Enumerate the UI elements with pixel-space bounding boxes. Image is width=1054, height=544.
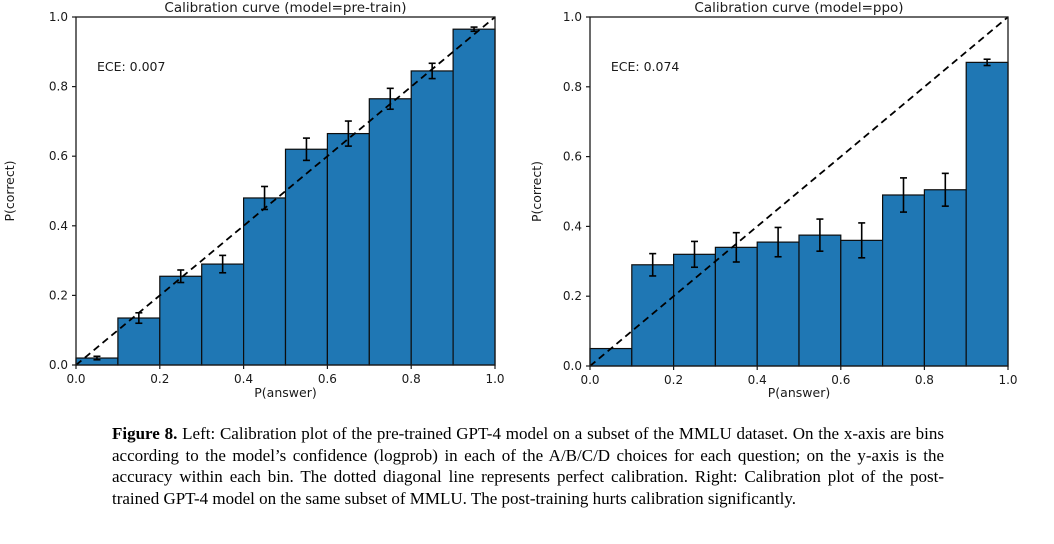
figure-caption-label: Figure 8.	[112, 424, 178, 443]
x-tick-label: 0.6	[831, 373, 850, 387]
x-tick-label: 0.8	[402, 372, 421, 386]
perfect-calibration-line	[589, 16, 1009, 367]
x-tick-label: 0.4	[234, 372, 253, 386]
calibration-bar	[965, 61, 1009, 367]
y-tick-label: 0.6	[49, 149, 68, 163]
figure-caption-text: Left: Calibration plot of the pre-traine…	[112, 424, 944, 508]
chart-title: Calibration curve (model=pre-train)	[164, 0, 406, 16]
calibration-bar	[410, 70, 454, 366]
calibration-chart-pretrain-svg: 0.0 0.2 0.4 0.6 0.8 1.0 0.0 0.2 0.4 0.6 0.8 1.0 Cali…	[2, 0, 505, 400]
x-tick-label: 0.0	[580, 373, 599, 387]
calibration-chart-ppo-svg: 0.0 0.2 0.4 0.6 0.8 1.0 0.0 0.2 0.4 0.6 0.8 1.0 Cali…	[529, 0, 1018, 400]
x-axis-label: P(answer)	[254, 385, 316, 400]
y-tick-label: 0.0	[563, 359, 582, 373]
y-tick-label: 1.0	[49, 10, 68, 24]
y-axis-label: P(correct)	[529, 161, 544, 222]
x-tick-label: 0.8	[915, 373, 934, 387]
y-tick-label: 0.0	[49, 358, 68, 372]
x-axis-label: P(answer)	[768, 385, 830, 400]
calibration-bar	[243, 197, 287, 366]
y-tick-label: 0.8	[49, 80, 68, 94]
calibration-bar	[714, 246, 758, 367]
charts-row: 0.0 0.2 0.4 0.6 0.8 1.0 0.0 0.2 0.4 0.6 0.8 1.0 Cali…	[0, 0, 1054, 410]
plot-box	[589, 16, 1009, 367]
chart-title: Calibration curve (model=ppo)	[694, 0, 903, 16]
calibration-bar	[589, 347, 633, 367]
x-tick-label: 0.6	[318, 372, 337, 386]
perfect-calibration-line	[75, 16, 496, 366]
y-tick-label: 0.4	[563, 219, 582, 233]
y-tick-label: 0.2	[563, 289, 582, 303]
calibration-bar	[201, 263, 245, 366]
ece-annotation: ECE: 0.074	[611, 59, 680, 74]
calibration-bar	[326, 132, 370, 366]
calibration-bar	[284, 148, 329, 366]
calibration-bar	[882, 194, 926, 367]
x-tick-label: 1.0	[485, 372, 504, 386]
x-tick-label: 0.2	[664, 373, 683, 387]
calibration-bar	[840, 239, 884, 367]
calibration-bar	[798, 234, 842, 367]
calibration-chart-ppo: 0.0 0.2 0.4 0.6 0.8 1.0 0.0 0.2 0.4 0.6 0.8 1.0 Cali…	[527, 0, 1054, 410]
x-tick-label: 0.4	[748, 373, 767, 387]
x-tick-label: 0.0	[66, 372, 85, 386]
y-axis-label: P(correct)	[2, 160, 17, 221]
calibration-bar	[923, 189, 967, 367]
y-tick-label: 1.0	[563, 10, 582, 24]
calibration-chart-pretrain: 0.0 0.2 0.4 0.6 0.8 1.0 0.0 0.2 0.4 0.6 0.8 1.0 Cali…	[0, 0, 527, 410]
calibration-bar	[452, 28, 496, 366]
y-tick-label: 0.2	[49, 288, 68, 302]
ece-annotation: ECE: 0.007	[97, 59, 166, 74]
y-tick-label: 0.6	[563, 150, 582, 164]
calibration-bar	[756, 241, 800, 367]
figure-caption: Figure 8. Left: Calibration plot of the …	[112, 423, 944, 509]
y-tick-label: 0.8	[563, 80, 582, 94]
calibration-bar	[368, 98, 412, 366]
plot-box	[75, 16, 496, 366]
y-tick-label: 0.4	[49, 219, 68, 233]
calibration-bar	[673, 253, 717, 367]
calibration-bar	[631, 264, 675, 367]
x-tick-label: 0.2	[150, 372, 169, 386]
x-tick-label: 1.0	[998, 373, 1017, 387]
